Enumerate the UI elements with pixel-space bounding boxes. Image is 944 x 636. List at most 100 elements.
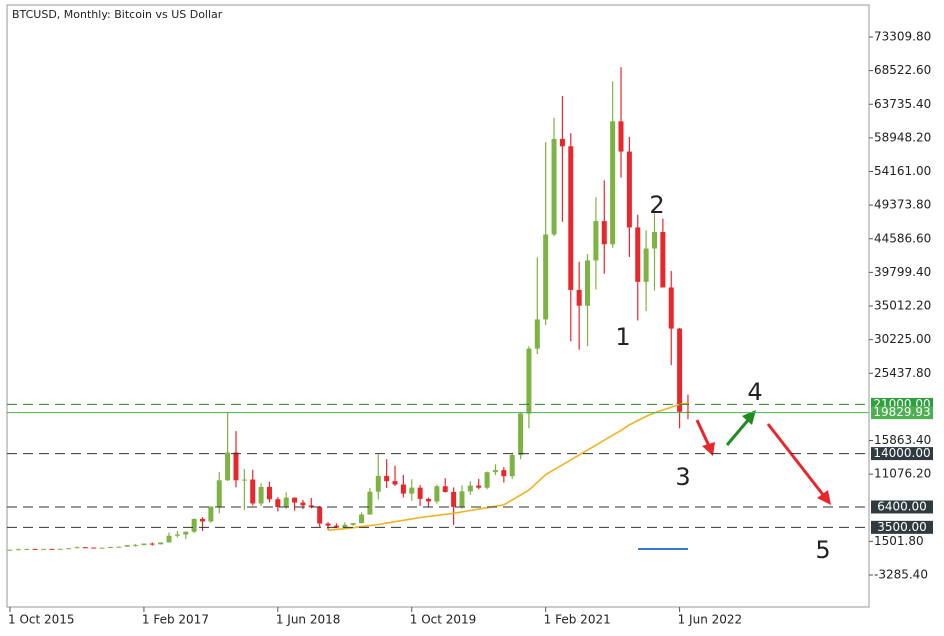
candle-body bbox=[677, 328, 683, 412]
level-tag bbox=[871, 520, 933, 534]
y-tick-label: 63735.40 bbox=[874, 97, 931, 111]
candle-body bbox=[384, 475, 390, 482]
candle-body bbox=[626, 151, 632, 228]
arrow-head bbox=[742, 410, 756, 425]
candle-body bbox=[149, 543, 155, 545]
candle-body bbox=[400, 484, 406, 494]
candle-body bbox=[492, 470, 498, 473]
candle-body bbox=[124, 545, 130, 547]
candle-body bbox=[568, 146, 574, 290]
candle-body bbox=[342, 524, 348, 528]
candle-body bbox=[601, 221, 607, 245]
candle-body bbox=[216, 480, 222, 507]
candle-body bbox=[668, 287, 674, 329]
candle-body bbox=[7, 549, 13, 551]
candle-body bbox=[593, 221, 599, 261]
y-tick-label: 11076.20 bbox=[874, 467, 931, 481]
x-tick-label: 1 Jun 2018 bbox=[276, 613, 341, 627]
level-label: 3500.00 bbox=[877, 520, 927, 534]
candle-body bbox=[484, 472, 490, 488]
candle-body bbox=[518, 413, 524, 455]
plot-area bbox=[6, 4, 870, 608]
annotation: 5 bbox=[815, 536, 830, 564]
candle-body bbox=[501, 470, 507, 477]
y-tick-label: 44586.60 bbox=[874, 231, 931, 245]
candle-body bbox=[166, 535, 172, 543]
candle-body bbox=[66, 548, 72, 550]
y-tick-label: 58948.20 bbox=[874, 130, 931, 144]
arrows bbox=[695, 410, 831, 505]
candle-body bbox=[651, 231, 657, 249]
candle-body bbox=[24, 548, 30, 550]
candle-body bbox=[434, 486, 440, 502]
candle-body bbox=[266, 486, 272, 500]
y-tick-label: 15863.40 bbox=[874, 433, 931, 447]
candle-body bbox=[183, 531, 189, 535]
candle-body bbox=[534, 319, 540, 349]
candle-body bbox=[250, 479, 256, 504]
candle-body bbox=[200, 518, 206, 522]
x-tick-label: 1 Feb 2021 bbox=[544, 613, 611, 627]
candle-body bbox=[107, 547, 113, 549]
candle-body bbox=[49, 548, 55, 550]
candle-body bbox=[476, 485, 482, 488]
moving-average bbox=[328, 402, 689, 531]
annotation: 1 bbox=[615, 323, 630, 351]
arrow-head bbox=[702, 442, 715, 456]
arrow bbox=[725, 418, 751, 446]
candle-body bbox=[116, 546, 122, 548]
candle-body bbox=[660, 231, 666, 288]
candle-body bbox=[551, 138, 557, 235]
candle-body bbox=[241, 479, 247, 481]
annotation: 3 bbox=[675, 463, 690, 491]
level-tag bbox=[871, 447, 933, 461]
y-tick-label: -3285.40 bbox=[874, 568, 928, 582]
candle-body bbox=[275, 499, 281, 507]
y-tick-label: 35012.20 bbox=[874, 299, 931, 313]
candle-body bbox=[57, 548, 63, 550]
y-tick-label: 25437.80 bbox=[874, 366, 931, 380]
y-tick-label: 68522.60 bbox=[874, 63, 931, 77]
candle-body bbox=[208, 506, 214, 522]
candle-body bbox=[442, 486, 448, 492]
candle-body bbox=[509, 454, 515, 477]
candle-body bbox=[417, 487, 423, 499]
level-label: 6400.00 bbox=[877, 499, 927, 513]
candle-body bbox=[225, 452, 231, 481]
candle-body bbox=[40, 548, 46, 550]
y-tick-label: 30225.00 bbox=[874, 332, 931, 346]
candle-body bbox=[643, 248, 649, 282]
y-tick-label: 1501.80 bbox=[874, 534, 924, 548]
chart-title: BTCUSD, Monthly: Bitcoin vs US Dollar bbox=[12, 8, 223, 21]
candle-body bbox=[292, 497, 298, 503]
arrow bbox=[766, 423, 826, 497]
candle-body bbox=[610, 121, 616, 245]
level-label: 14000.00 bbox=[873, 446, 930, 460]
y-tick-label: 39799.40 bbox=[874, 265, 931, 279]
candle-body bbox=[543, 234, 549, 320]
candle-body bbox=[350, 523, 356, 525]
y-tick-label: 54161.00 bbox=[874, 164, 931, 178]
candle-body bbox=[333, 525, 339, 528]
candle-body bbox=[375, 475, 381, 492]
arrow bbox=[695, 419, 711, 447]
candle-body bbox=[526, 348, 532, 414]
candle-body bbox=[576, 289, 582, 306]
candle-body bbox=[300, 502, 306, 506]
candle-body bbox=[459, 491, 465, 507]
candle-body bbox=[74, 547, 80, 549]
candle-body bbox=[325, 523, 331, 526]
candle-body bbox=[317, 507, 323, 524]
candle-body bbox=[585, 260, 591, 306]
candle-body bbox=[409, 487, 415, 494]
candle-body bbox=[141, 543, 147, 546]
candle-body bbox=[308, 505, 314, 508]
candle-body bbox=[15, 549, 21, 551]
y-tick-label: 49373.80 bbox=[874, 198, 931, 212]
candle-body bbox=[32, 548, 38, 550]
candle-body bbox=[99, 547, 105, 549]
level-tag bbox=[871, 406, 933, 420]
x-tick-label: 1 Feb 2017 bbox=[142, 613, 209, 627]
candle-body bbox=[559, 138, 565, 147]
